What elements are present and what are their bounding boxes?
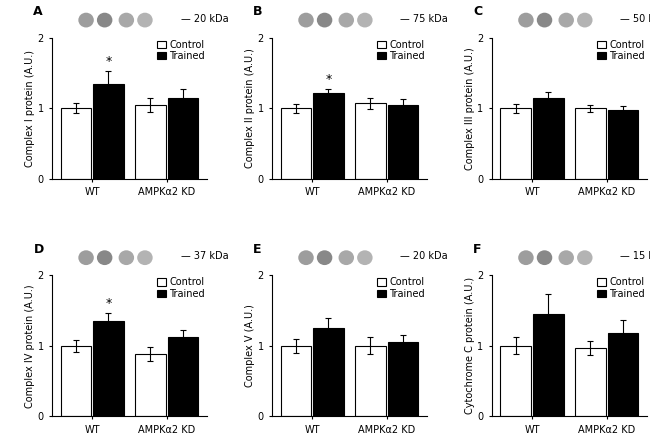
Ellipse shape [537,250,552,265]
Bar [500,346,531,416]
Ellipse shape [317,13,332,27]
Y-axis label: Complex I protein (A.U.): Complex I protein (A.U.) [25,50,34,167]
Bar [608,110,638,179]
Ellipse shape [97,250,112,265]
Ellipse shape [298,250,314,265]
Bar [93,84,124,179]
Text: — 37 kDa: — 37 kDa [181,251,228,261]
Bar [355,346,385,416]
Ellipse shape [577,250,593,265]
Bar [387,105,418,179]
Bar [168,338,198,416]
Text: — 20 kDa: — 20 kDa [181,14,228,24]
Bar [60,346,91,416]
Bar [575,348,606,416]
Text: — 50 kDa: — 50 kDa [620,14,650,24]
Ellipse shape [339,13,354,27]
Y-axis label: Cytochrome C protein (A.U.): Cytochrome C protein (A.U.) [465,277,474,415]
Bar [135,354,166,416]
Y-axis label: Complex IV protein (A.U.): Complex IV protein (A.U.) [25,284,34,408]
Bar [500,108,531,179]
Bar [168,98,198,179]
Bar [93,321,124,416]
Ellipse shape [298,13,314,27]
Ellipse shape [558,13,574,27]
Ellipse shape [118,13,134,27]
Ellipse shape [79,13,94,27]
Bar [533,98,564,179]
Bar [281,108,311,179]
Text: *: * [105,297,112,310]
Legend: Control, Trained: Control, Trained [156,39,206,62]
Text: — 20 kDa: — 20 kDa [400,251,448,261]
Text: E: E [254,243,262,256]
Ellipse shape [577,13,593,27]
Ellipse shape [357,250,372,265]
Text: *: * [105,55,112,68]
Text: F: F [473,243,482,256]
Bar [355,103,385,179]
Bar [281,346,311,416]
Ellipse shape [357,13,372,27]
Legend: Control, Trained: Control, Trained [376,276,426,300]
Ellipse shape [79,250,94,265]
Bar [60,108,91,179]
Y-axis label: Complex III protein (A.U.): Complex III protein (A.U.) [465,47,474,170]
Ellipse shape [317,250,332,265]
Text: D: D [33,243,44,256]
Ellipse shape [558,250,574,265]
Bar [533,314,564,416]
Bar [387,342,418,416]
Bar [575,108,606,179]
Text: B: B [254,5,263,18]
Ellipse shape [339,250,354,265]
Bar [608,333,638,416]
Ellipse shape [118,250,134,265]
Text: *: * [325,73,332,85]
Ellipse shape [137,13,153,27]
Bar [313,328,344,416]
Ellipse shape [518,250,534,265]
Text: C: C [473,5,482,18]
Bar [135,105,166,179]
Text: A: A [33,5,43,18]
Y-axis label: Complex II protein (A.U.): Complex II protein (A.U.) [244,48,255,168]
Legend: Control, Trained: Control, Trained [596,276,646,300]
Legend: Control, Trained: Control, Trained [596,39,646,62]
Y-axis label: Complex V (A.U.): Complex V (A.U.) [244,304,255,387]
Ellipse shape [537,13,552,27]
Legend: Control, Trained: Control, Trained [376,39,426,62]
Ellipse shape [97,13,112,27]
Text: — 15 kDa: — 15 kDa [620,251,650,261]
Bar [313,93,344,179]
Legend: Control, Trained: Control, Trained [156,276,206,300]
Ellipse shape [137,250,153,265]
Text: — 75 kDa: — 75 kDa [400,14,448,24]
Ellipse shape [518,13,534,27]
